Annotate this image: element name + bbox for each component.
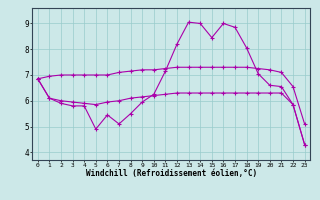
X-axis label: Windchill (Refroidissement éolien,°C): Windchill (Refroidissement éolien,°C) (86, 169, 257, 178)
